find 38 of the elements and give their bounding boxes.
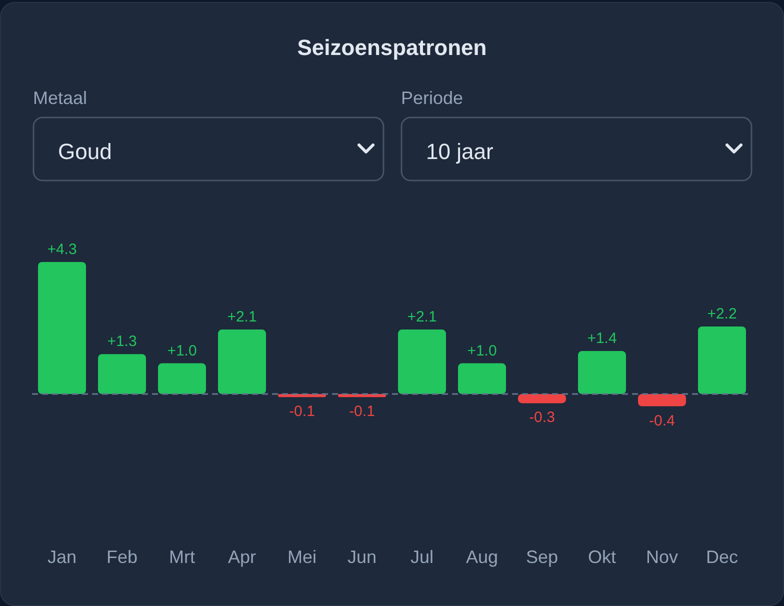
x-tick-label: Jan	[47, 547, 77, 567]
bar	[698, 326, 746, 394]
x-tick-label: Feb	[106, 547, 138, 567]
bar	[218, 330, 266, 394]
data-label: -0.1	[349, 403, 375, 420]
x-tick-label: Mrt	[169, 547, 195, 567]
data-label: +2.1	[227, 308, 257, 326]
data-label: +1.4	[587, 330, 617, 348]
bar	[578, 351, 626, 394]
x-tick-label: Sep	[526, 547, 558, 567]
chart-title: Seizoenspatronen	[297, 35, 487, 60]
data-label: +1.3	[107, 333, 137, 350]
x-tick-label: Mei	[287, 547, 317, 567]
bar	[458, 363, 506, 394]
data-label: -0.3	[529, 409, 555, 426]
bar	[158, 363, 206, 394]
bar	[638, 394, 686, 406]
data-label: +1.0	[467, 342, 497, 360]
bar	[38, 262, 86, 394]
data-label: +2.1	[407, 308, 437, 326]
x-tick-label: Nov	[646, 547, 678, 567]
select-field: Goud	[32, 116, 384, 182]
text: Metaal	[33, 88, 88, 108]
data-label: -0.4	[649, 412, 675, 430]
select-field: 10 jaar	[400, 116, 752, 182]
bar	[398, 330, 446, 394]
data-label: +2.2	[707, 305, 737, 322]
data-label: +4.3	[47, 241, 77, 258]
x-tick-label: Dec	[706, 547, 738, 567]
x-tick-label: Jun	[347, 547, 377, 567]
x-tick-label: Apr	[228, 547, 256, 567]
text: Periode	[401, 88, 464, 108]
bar	[98, 354, 146, 394]
data-label: +1.0	[167, 342, 197, 360]
x-tick-label: Okt	[588, 547, 616, 567]
x-tick-label: Aug	[466, 547, 498, 567]
x-tick-label: Jul	[410, 547, 434, 567]
data-label: -0.1	[289, 403, 315, 420]
